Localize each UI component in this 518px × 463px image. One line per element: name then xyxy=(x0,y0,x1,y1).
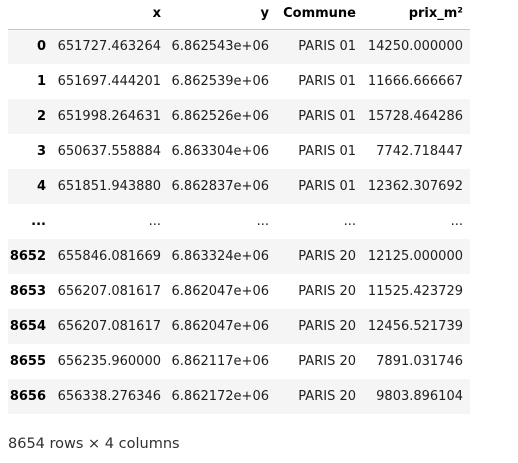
cell-prix-m2: 14250.000000 xyxy=(367,38,463,54)
cell-y: 6.862047e+06 xyxy=(171,283,269,299)
header-x: x xyxy=(53,0,168,30)
row-index: 1 xyxy=(36,73,46,89)
cell-prix-m2: 12125.000000 xyxy=(367,248,463,264)
cell-prix-m2: 7891.031746 xyxy=(376,353,463,369)
cell-prix-m2: 12362.307692 xyxy=(367,178,463,194)
header-row: x y Commune prix_m² xyxy=(8,0,470,30)
cell-y: 6.862539e+06 xyxy=(171,73,269,89)
cell-prix-m2: 9803.896104 xyxy=(376,388,463,404)
cell-x: 656207.081617 xyxy=(57,318,161,334)
table-row: 3 650637.558884 6.863304e+06 PARIS 01 77… xyxy=(8,134,470,169)
table-row: 0 651727.463264 6.862543e+06 PARIS 01 14… xyxy=(8,29,470,64)
cell-commune: PARIS 20 xyxy=(298,318,356,334)
cell-x: 655846.081669 xyxy=(57,248,161,264)
cell-ellipsis: ... xyxy=(450,213,463,229)
cell-x: 651697.444201 xyxy=(57,73,161,89)
cell-y: 6.862047e+06 xyxy=(171,318,269,334)
row-index-ellipsis: ... xyxy=(31,213,46,229)
table-row: 8655 656235.960000 6.862117e+06 PARIS 20… xyxy=(8,344,470,379)
row-index: 8655 xyxy=(9,353,46,369)
table-row: 8656 656338.276346 6.862172e+06 PARIS 20… xyxy=(8,379,470,414)
ellipsis-row: ... ... ... ... ... xyxy=(8,204,470,239)
row-index: 2 xyxy=(36,108,46,124)
table-row: 8652 655846.081669 6.863324e+06 PARIS 20… xyxy=(8,239,470,274)
dataframe-shape-text: 8654 rows × 4 columns xyxy=(8,436,180,452)
cell-y: 6.863304e+06 xyxy=(171,143,269,159)
table-body: 0 651727.463264 6.862543e+06 PARIS 01 14… xyxy=(8,29,470,414)
cell-x: 656338.276346 xyxy=(57,388,161,404)
table-row: 8654 656207.081617 6.862047e+06 PARIS 20… xyxy=(8,309,470,344)
header-index xyxy=(8,0,53,30)
cell-commune: PARIS 01 xyxy=(298,178,356,194)
row-index: 8654 xyxy=(9,318,46,334)
cell-y: 6.862117e+06 xyxy=(171,353,269,369)
cell-commune: PARIS 20 xyxy=(298,283,356,299)
cell-commune: PARIS 01 xyxy=(298,108,356,124)
row-index: 8652 xyxy=(9,248,46,264)
cell-y: 6.863324e+06 xyxy=(171,248,269,264)
cell-commune: PARIS 20 xyxy=(298,248,356,264)
cell-y: 6.862837e+06 xyxy=(171,178,269,194)
cell-y: 6.862172e+06 xyxy=(171,388,269,404)
cell-prix-m2: 11666.666667 xyxy=(367,73,463,89)
header-commune: Commune xyxy=(276,0,363,30)
row-index: 4 xyxy=(36,178,46,194)
cell-commune: PARIS 20 xyxy=(298,388,356,404)
cell-x: 651851.943880 xyxy=(57,178,161,194)
cell-x: 656207.081617 xyxy=(57,283,161,299)
row-index: 8653 xyxy=(9,283,46,299)
table-row: 1 651697.444201 6.862539e+06 PARIS 01 11… xyxy=(8,64,470,99)
table-row: 4 651851.943880 6.862837e+06 PARIS 01 12… xyxy=(8,169,470,204)
cell-y: 6.862526e+06 xyxy=(171,108,269,124)
header-y: y xyxy=(168,0,276,30)
cell-y: 6.862543e+06 xyxy=(171,38,269,54)
cell-commune: PARIS 20 xyxy=(298,353,356,369)
cell-ellipsis: ... xyxy=(256,213,269,229)
cell-ellipsis: ... xyxy=(148,213,161,229)
cell-x: 651998.264631 xyxy=(57,108,161,124)
row-index: 3 xyxy=(36,143,46,159)
table-header: x y Commune prix_m² xyxy=(8,0,470,30)
header-prix-m2: prix_m² xyxy=(363,0,470,30)
row-index: 0 xyxy=(36,38,46,54)
cell-prix-m2: 11525.423729 xyxy=(367,283,463,299)
cell-ellipsis: ... xyxy=(343,213,356,229)
cell-commune: PARIS 01 xyxy=(298,73,356,89)
cell-commune: PARIS 01 xyxy=(298,143,356,159)
table-row: 2 651998.264631 6.862526e+06 PARIS 01 15… xyxy=(8,99,470,134)
dataframe-table: x y Commune prix_m² 0 651727.463264 6.86… xyxy=(8,0,470,414)
cell-x: 656235.960000 xyxy=(57,353,161,369)
cell-prix-m2: 12456.521739 xyxy=(367,318,463,334)
table-row: 8653 656207.081617 6.862047e+06 PARIS 20… xyxy=(8,274,470,309)
cell-prix-m2: 15728.464286 xyxy=(367,108,463,124)
cell-x: 651727.463264 xyxy=(57,38,161,54)
cell-x: 650637.558884 xyxy=(57,143,161,159)
row-index: 8656 xyxy=(9,388,46,404)
cell-commune: PARIS 01 xyxy=(298,38,356,54)
cell-prix-m2: 7742.718447 xyxy=(376,143,463,159)
